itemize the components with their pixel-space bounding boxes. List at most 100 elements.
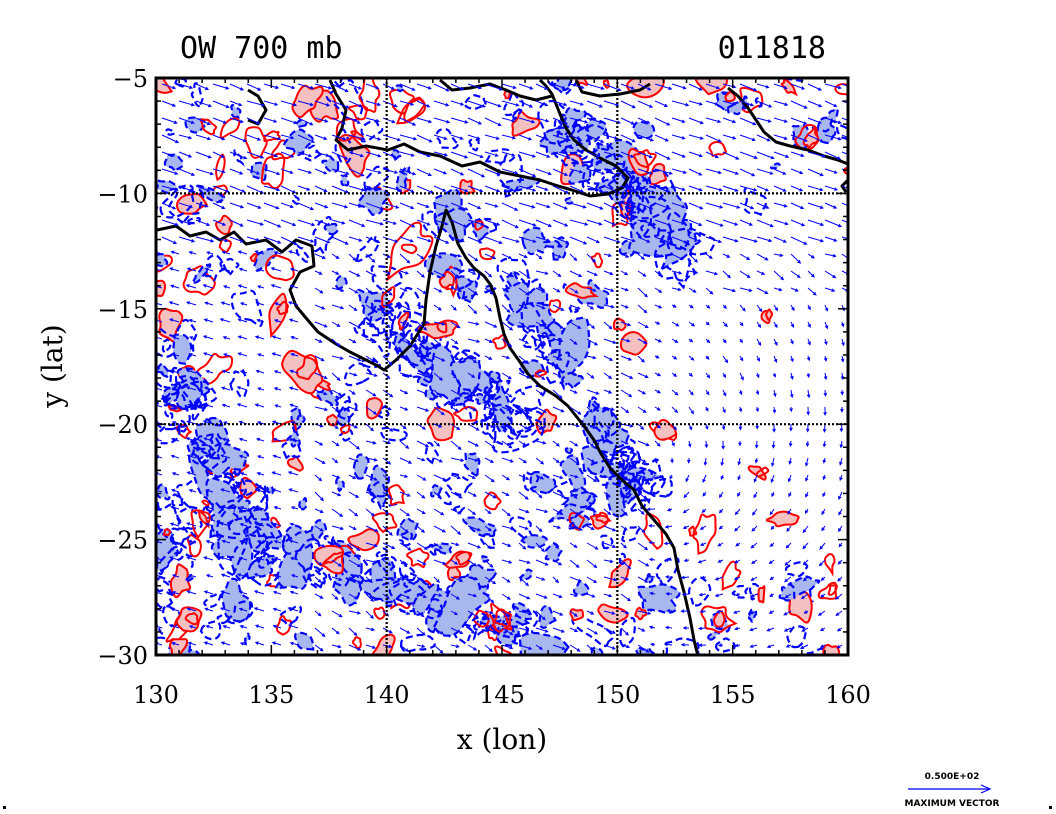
wind-vector xyxy=(620,627,629,636)
wind-vector xyxy=(824,219,843,228)
wind-vector xyxy=(501,236,520,243)
wind-vector xyxy=(569,406,582,415)
wind-vector xyxy=(839,457,843,466)
wind-vector xyxy=(824,287,836,292)
wind-vector xyxy=(773,202,788,208)
wind-vector xyxy=(654,321,661,325)
wind-vector xyxy=(773,236,788,243)
wind-vector xyxy=(195,151,212,159)
wind-vector xyxy=(552,304,565,311)
wind-vector xyxy=(620,117,635,125)
wind-vector xyxy=(518,83,534,90)
wind-vector xyxy=(518,202,536,209)
wind-vector xyxy=(671,185,686,191)
wind-vector xyxy=(433,406,445,416)
negative-ow-contour xyxy=(786,625,807,649)
wind-vector xyxy=(620,253,630,258)
positive-ow-contour xyxy=(339,424,351,435)
wind-vector xyxy=(620,304,629,309)
wind-vector xyxy=(620,457,632,465)
wind-vector xyxy=(467,253,479,262)
wind-vector xyxy=(637,508,645,515)
wind-vector xyxy=(382,151,398,159)
wind-vector xyxy=(416,202,430,208)
wind-vector xyxy=(685,474,690,483)
wind-vector xyxy=(236,403,248,408)
wind-vector xyxy=(186,471,197,476)
wind-vector xyxy=(603,270,614,276)
wind-vector xyxy=(239,472,248,476)
wind-vector xyxy=(772,406,777,414)
wind-vector xyxy=(484,338,494,343)
wind-vector xyxy=(722,168,740,175)
wind-vector xyxy=(535,372,546,381)
title-left: OW 700 mb xyxy=(180,31,343,66)
wind-vector xyxy=(552,83,566,90)
wind-vector xyxy=(819,644,826,648)
wind-vector xyxy=(467,321,480,326)
wind-vector xyxy=(569,202,587,209)
wind-vector xyxy=(168,301,180,306)
wind-vector xyxy=(178,83,194,89)
wind-vector xyxy=(365,559,378,564)
wind-vector xyxy=(484,304,492,312)
wind-vector xyxy=(603,491,611,498)
wind-vector xyxy=(382,542,396,549)
wind-vector xyxy=(790,100,808,109)
wind-vector xyxy=(467,185,484,193)
wind-vector xyxy=(756,253,769,261)
wind-vector xyxy=(769,542,775,548)
wind-vector xyxy=(603,508,612,516)
wind-vector xyxy=(416,627,426,636)
wind-vector xyxy=(229,134,248,143)
wind-vector xyxy=(161,202,177,210)
negative-ow-contour xyxy=(282,128,314,157)
wind-vector xyxy=(739,321,744,327)
positive-ow-contour xyxy=(455,551,471,566)
wind-vector xyxy=(501,100,520,107)
wind-vector xyxy=(586,338,599,346)
wind-vector xyxy=(722,134,737,140)
wind-vector xyxy=(756,185,770,192)
wind-vector xyxy=(705,168,722,175)
wind-vector xyxy=(535,491,543,499)
wind-vector xyxy=(688,253,698,263)
wind-vector xyxy=(603,83,622,92)
wind-vector xyxy=(433,134,448,140)
wind-vector xyxy=(501,83,517,90)
wind-vector xyxy=(637,304,648,314)
wind-vector xyxy=(205,574,214,578)
wind-vector xyxy=(688,287,697,293)
wind-vector xyxy=(807,236,825,243)
wind-vector xyxy=(687,457,691,464)
wind-vector xyxy=(535,83,549,90)
negative-ow-contour xyxy=(225,600,254,625)
negative-ow-contour xyxy=(184,116,207,134)
negative-ow-contour xyxy=(203,592,222,608)
wind-vector xyxy=(817,610,826,616)
wind-vector xyxy=(749,627,758,632)
wind-vector xyxy=(705,219,724,227)
positive-ow-contour xyxy=(169,563,192,599)
wind-vector xyxy=(289,522,299,527)
negative-ow-contour xyxy=(321,155,340,173)
wind-vector xyxy=(399,593,411,599)
wind-vector xyxy=(654,457,658,464)
wind-vector xyxy=(433,593,443,597)
wind-vector xyxy=(484,287,494,295)
wind-vector xyxy=(535,151,551,158)
wind-vector xyxy=(399,287,408,292)
wind-vector xyxy=(552,372,562,377)
wind-vector xyxy=(484,508,492,515)
wind-vector xyxy=(683,541,690,546)
wind-vector xyxy=(229,83,245,91)
wind-vector xyxy=(787,474,792,483)
coastline xyxy=(574,79,651,98)
wind-vector xyxy=(535,100,549,107)
wind-vector xyxy=(790,372,794,380)
wind-vector xyxy=(766,627,775,632)
wind-vector xyxy=(467,372,476,378)
positive-ow-contour xyxy=(400,243,418,255)
wind-vector xyxy=(331,542,342,548)
negative-ow-contour xyxy=(453,392,470,406)
